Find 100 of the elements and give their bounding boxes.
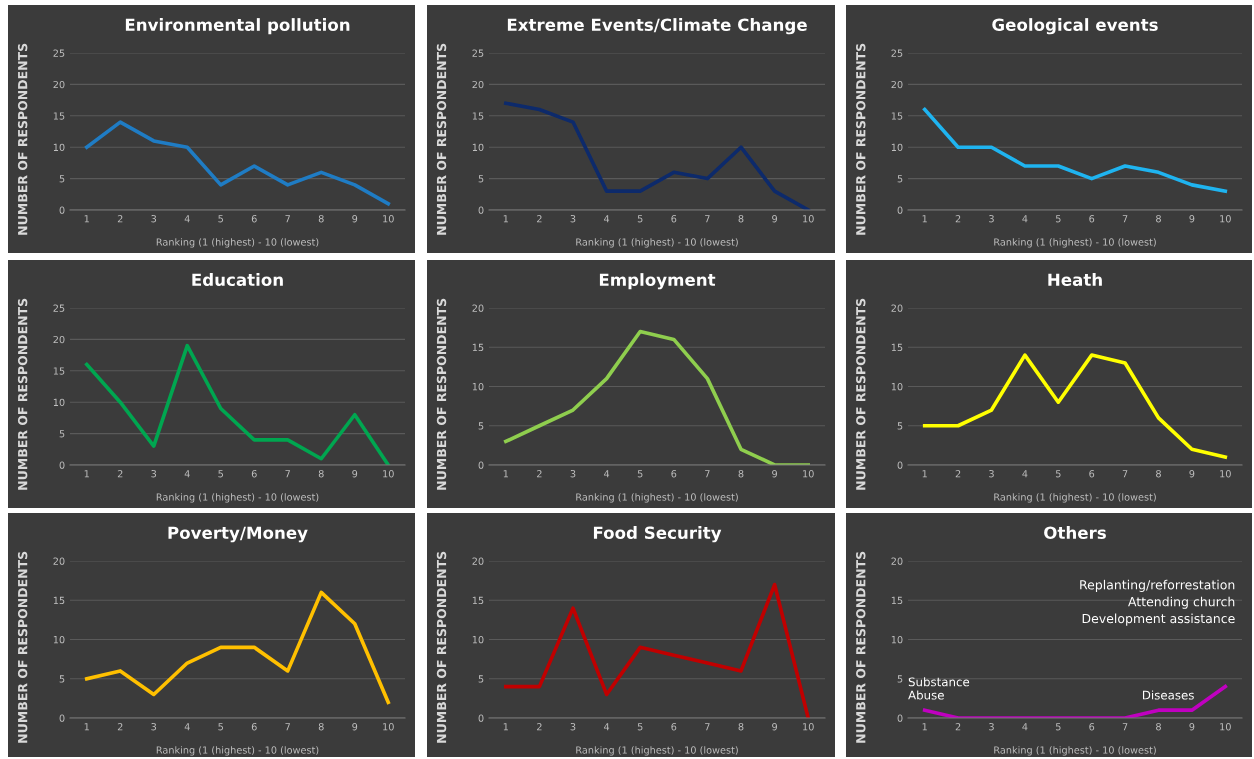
x-tick-label: 5 bbox=[218, 470, 223, 478]
y-tick-label: 25 bbox=[891, 49, 903, 57]
x-tick-label: 5 bbox=[637, 215, 643, 223]
line-series bbox=[84, 120, 391, 206]
y-tick-label: 0 bbox=[478, 461, 484, 469]
x-tick-label: 8 bbox=[738, 470, 744, 478]
y-tick-label: 20 bbox=[891, 557, 903, 565]
y-tick-label: 5 bbox=[478, 422, 484, 430]
x-tick-label: 9 bbox=[1189, 723, 1195, 731]
annotation: Substance Abuse bbox=[908, 677, 970, 700]
x-tick-label: 6 bbox=[251, 723, 257, 731]
y-tick-label: 0 bbox=[478, 714, 484, 722]
y-tick-label: 20 bbox=[472, 557, 484, 565]
y-tick-label: 5 bbox=[478, 675, 484, 683]
x-tick-label: 6 bbox=[671, 470, 677, 478]
x-tick-label: 10 bbox=[1220, 215, 1231, 223]
x-tick-label: 8 bbox=[318, 723, 324, 731]
x-tick-label: 9 bbox=[1189, 215, 1195, 223]
x-tick-label: 8 bbox=[318, 215, 324, 223]
x-tick-label: 6 bbox=[251, 470, 257, 478]
x-tick-label: 3 bbox=[570, 470, 576, 478]
chart-title: Geological events bbox=[992, 18, 1158, 35]
chart-title: Environmental pollution bbox=[125, 18, 350, 35]
x-axis-title: Ranking (1 (highest) - 10 (lowest) bbox=[156, 746, 319, 756]
x-tick-label: 10 bbox=[803, 723, 814, 731]
y-axis-title: NUMBER OF RESPONDENTS bbox=[856, 551, 866, 743]
y-axis-title: NUMBER OF RESPONDENTS bbox=[856, 43, 866, 235]
y-tick-label: 25 bbox=[472, 49, 484, 57]
y-tick-label: 10 bbox=[891, 382, 903, 391]
x-tick-label: 8 bbox=[738, 723, 744, 731]
x-tick-label: 10 bbox=[1220, 470, 1231, 478]
y-tick-label: 20 bbox=[53, 557, 65, 565]
x-tick-label: 7 bbox=[1122, 723, 1128, 731]
x-tick-label: 5 bbox=[1055, 215, 1061, 223]
y-tick-label: 10 bbox=[891, 635, 903, 644]
y-tick-label: 10 bbox=[891, 143, 903, 152]
x-tick-label: 3 bbox=[989, 723, 994, 731]
x-tick-label: 8 bbox=[1156, 215, 1161, 223]
x-axis-title: Ranking (1 (highest) - 10 (lowest) bbox=[156, 238, 319, 248]
y-tick-label: 0 bbox=[897, 714, 903, 722]
x-tick-label: 5 bbox=[637, 470, 643, 478]
x-tick-label: 2 bbox=[537, 723, 542, 731]
x-tick-label: 8 bbox=[738, 215, 744, 223]
line-series bbox=[84, 590, 391, 705]
annotation: Replanting/reforrestation Attending church Development assistance bbox=[1080, 579, 1235, 626]
x-tick-label: 1 bbox=[84, 470, 89, 478]
x-tick-label: 8 bbox=[318, 470, 324, 478]
x-tick-label: 3 bbox=[989, 470, 994, 478]
chart-title: Poverty/Money bbox=[168, 526, 308, 543]
y-tick-label: 20 bbox=[891, 80, 903, 89]
y-tick-label: 10 bbox=[53, 398, 65, 407]
x-tick-label: 4 bbox=[184, 723, 190, 731]
x-tick-label: 9 bbox=[772, 470, 778, 478]
x-tick-label: 9 bbox=[772, 723, 778, 731]
x-tick-label: 6 bbox=[251, 215, 257, 223]
x-tick-label: 10 bbox=[383, 723, 394, 731]
y-tick-label: 15 bbox=[472, 343, 484, 352]
x-tick-label: 2 bbox=[117, 215, 123, 223]
x-tick-label: 9 bbox=[352, 470, 358, 478]
x-tick-label: 10 bbox=[1220, 723, 1231, 731]
x-tick-label: 6 bbox=[671, 215, 677, 223]
y-axis-title: NUMBER OF RESPONDENTS bbox=[17, 298, 28, 490]
x-tick-label: 1 bbox=[503, 723, 508, 731]
y-tick-label: 10 bbox=[472, 143, 484, 152]
y-tick-label: 10 bbox=[53, 143, 65, 152]
x-tick-label: 7 bbox=[705, 723, 710, 731]
y-axis-title: NUMBER OF RESPONDENTS bbox=[17, 43, 28, 235]
x-tick-label: 8 bbox=[1156, 470, 1161, 478]
x-tick-label: 9 bbox=[772, 215, 778, 223]
y-tick-label: 5 bbox=[59, 675, 65, 683]
y-axis-title: NUMBER OF RESPONDENTS bbox=[436, 43, 447, 235]
x-tick-label: 4 bbox=[603, 470, 610, 478]
y-tick-label: 20 bbox=[53, 335, 65, 344]
x-tick-label: 3 bbox=[989, 215, 994, 223]
x-tick-label: 4 bbox=[1022, 470, 1028, 478]
y-axis-title: NUMBER OF RESPONDENTS bbox=[436, 551, 447, 743]
x-tick-label: 8 bbox=[1156, 723, 1161, 731]
x-axis-title: Ranking (1 (highest) - 10 (lowest) bbox=[994, 238, 1156, 248]
y-tick-label: 15 bbox=[53, 112, 65, 120]
x-tick-label: 2 bbox=[117, 723, 123, 731]
x-tick-label: 7 bbox=[285, 723, 291, 731]
x-tick-label: 5 bbox=[218, 215, 223, 223]
x-tick-label: 3 bbox=[570, 215, 576, 223]
annotation: Diseases bbox=[1142, 690, 1194, 700]
x-tick-label: 6 bbox=[1089, 723, 1095, 731]
x-tick-label: 2 bbox=[955, 215, 961, 223]
y-tick-label: 0 bbox=[897, 461, 903, 469]
x-tick-label: 10 bbox=[803, 215, 814, 223]
y-tick-label: 0 bbox=[897, 206, 903, 214]
x-tick-label: 2 bbox=[955, 470, 961, 478]
y-tick-label: 5 bbox=[897, 422, 903, 430]
chart-title: Extreme Events/Climate Change bbox=[507, 18, 807, 35]
y-tick-label: 5 bbox=[897, 175, 903, 183]
y-tick-label: 25 bbox=[53, 304, 65, 312]
x-tick-label: 4 bbox=[1022, 723, 1028, 731]
y-axis-title: NUMBER OF RESPONDENTS bbox=[17, 551, 28, 743]
x-tick-label: 2 bbox=[117, 470, 123, 478]
chart-title: Employment bbox=[599, 273, 716, 290]
x-axis-title: Ranking (1 (highest) - 10 (lowest) bbox=[156, 493, 319, 503]
y-tick-label: 15 bbox=[53, 596, 65, 605]
